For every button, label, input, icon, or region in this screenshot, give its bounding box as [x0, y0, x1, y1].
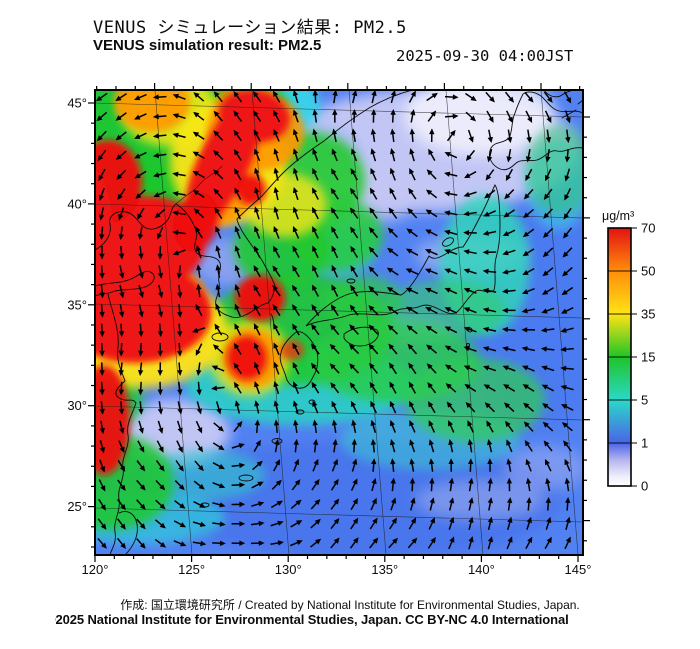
colorbar-tick-label: 70: [641, 221, 655, 236]
colorbar-tick-label: 0: [641, 479, 648, 494]
lon-axis-label: 125°: [178, 562, 205, 577]
colorbar-tick-label: 15: [641, 350, 655, 365]
colorbar-legend: μg/m³ 70 50 35 15 5 1 0: [602, 209, 655, 494]
copyright-line-clip: ©2025 National Institute for Environment…: [55, 612, 700, 632]
lat-axis-label: 45°: [67, 96, 87, 111]
axis-ticks: [88, 83, 590, 562]
graticule-grid: [95, 90, 583, 555]
lon-axis-label: 130°: [275, 562, 302, 577]
page-title-english: VENUS simulation result: PM2.5: [93, 37, 322, 54]
colorbar-tick-label: 50: [641, 264, 655, 279]
lon-axis-label: 120°: [82, 562, 109, 577]
colorbar-unit: μg/m³: [602, 209, 634, 223]
lat-axis-label: 30°: [67, 398, 87, 413]
lat-axis-label: 40°: [67, 196, 87, 211]
copyright-line: ©2025 National Institute for Environment…: [55, 612, 569, 627]
lat-axis-label: 35°: [67, 297, 87, 312]
wind-vector-field: [95, 90, 574, 550]
lat-axis-label: 25°: [67, 499, 87, 514]
page-title-japanese: VENUS シミュレーション結果: PM2.5: [93, 18, 407, 38]
lon-axis-label: 135°: [371, 562, 398, 577]
colorbar-tick-label: 1: [641, 436, 648, 451]
lon-axis-label: 145°: [565, 562, 592, 577]
colorbar-tick-label: 35: [641, 307, 655, 322]
lon-axis-label: 140°: [468, 562, 495, 577]
colorbar-tick-label: 5: [641, 393, 648, 408]
credit-line: 作成: 国立環境研究所 / Created by National Instit…: [120, 598, 580, 612]
pm25-concentration-field: [95, 90, 583, 555]
map-frame: [94, 89, 584, 556]
axis-labels: 45° 40° 35° 30° 25° 120° 125° 130° 135° 140° 145°: [67, 96, 591, 578]
timestamp: 2025-09-30 04:00JST: [396, 47, 574, 65]
